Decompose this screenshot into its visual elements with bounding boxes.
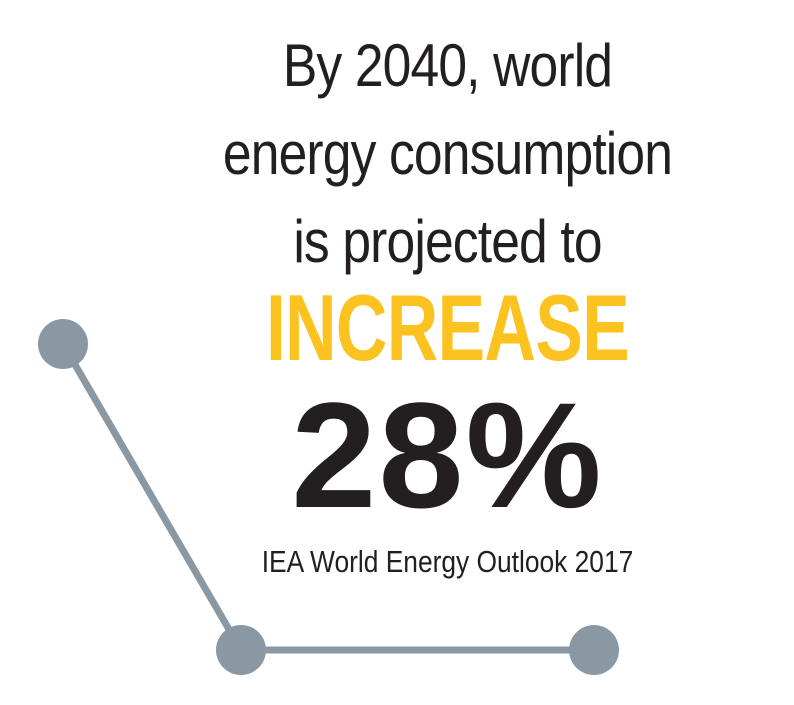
headline: By 2040, world energy consumption is pro… <box>192 22 704 286</box>
percentage-figure: 28% <box>291 371 604 539</box>
headline-line-1: By 2040, world <box>282 32 613 99</box>
graphic-node-bottom-left <box>216 625 266 675</box>
graphic-node-bottom-right <box>569 625 619 675</box>
graphic-node-top <box>38 319 88 369</box>
graphic-line-descending <box>59 340 245 654</box>
headline-line-2: energy consumption <box>222 120 673 187</box>
increase-label: INCREASE <box>265 275 630 380</box>
source-citation: IEA World Energy Outlook 2017 <box>261 544 634 579</box>
headline-line-3: is projected to <box>293 208 602 275</box>
